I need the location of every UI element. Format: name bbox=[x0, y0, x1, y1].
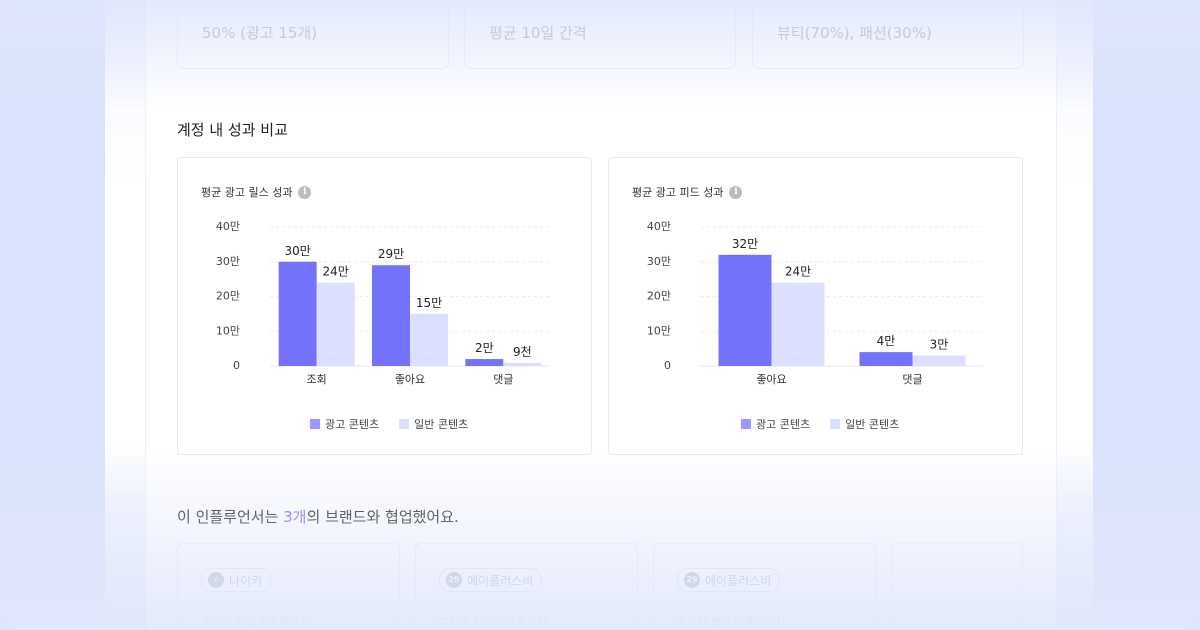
bar-ad bbox=[372, 265, 410, 366]
y-tick-label: 0 bbox=[233, 359, 240, 372]
legend-item-ad: 광고 콘텐츠 bbox=[741, 416, 810, 432]
bar-normal bbox=[410, 313, 448, 366]
brand-card-aplusb[interactable]: 29 에이플러스비 추천한 협업 인플루언서 bbox=[415, 543, 638, 630]
y-tick-label: 20만 bbox=[216, 290, 240, 303]
brand-chip[interactable]: ✓ 나이키 bbox=[201, 568, 272, 592]
chart-title: 평균 광고 릴스 성과 i bbox=[201, 184, 312, 200]
aplusb-logo-icon: 29 bbox=[684, 572, 700, 588]
data-label: 30만 bbox=[285, 244, 311, 258]
brand-card-aplusb-2[interactable]: 29 에이플러스비 추천한 협업 인플루언서 bbox=[653, 543, 876, 630]
y-tick-label: 40만 bbox=[647, 220, 671, 233]
bar-ad bbox=[465, 359, 504, 366]
chart-legend: 광고 콘텐츠 일반 콘텐츠 bbox=[741, 416, 899, 432]
legend-swatch-ad bbox=[741, 419, 751, 429]
x-tick-label: 조회 bbox=[307, 373, 327, 386]
right-backdrop bbox=[1093, 0, 1200, 630]
aplusb-logo-icon: 29 bbox=[446, 572, 462, 588]
y-tick-label: 40만 bbox=[216, 220, 240, 233]
x-tick-label: 좋아요 bbox=[395, 373, 425, 386]
data-label: 15만 bbox=[416, 296, 442, 310]
collab-count: 3개 bbox=[283, 508, 307, 526]
legend-swatch-normal bbox=[399, 419, 410, 429]
brand-subtext: 추천한 협업 인플루언서 bbox=[201, 616, 310, 629]
x-tick-label: 좋아요 bbox=[756, 373, 786, 386]
brand-card-nike[interactable]: ✓ 나이키 추천한 협업 인플루언서 bbox=[177, 543, 400, 630]
bar-ad bbox=[278, 261, 317, 366]
legend-item-normal: 일반 콘텐츠 bbox=[399, 416, 468, 432]
bar-normal bbox=[912, 355, 966, 366]
legend-swatch-normal bbox=[830, 419, 841, 429]
collab-prefix: 이 인플루언서는 bbox=[177, 508, 284, 526]
data-label: 24만 bbox=[785, 265, 811, 279]
data-label: 24만 bbox=[323, 265, 349, 279]
bar-normal bbox=[771, 282, 825, 366]
brand-subtext: 추천한 협업 인플루언서 bbox=[439, 616, 548, 629]
legend-label: 광고 콘텐츠 bbox=[325, 418, 380, 431]
legend-label: 광고 콘텐츠 bbox=[756, 418, 811, 431]
collab-suffix: 의 브랜드와 협업했어요. bbox=[306, 508, 459, 526]
chart-title: 평균 광고 피드 성과 i bbox=[632, 184, 743, 200]
stat-card-ad-interval: 평균 10일 간격 bbox=[464, 0, 736, 69]
legend-item-normal: 일반 콘텐츠 bbox=[830, 416, 899, 432]
x-tick-label: 댓글 bbox=[493, 373, 513, 386]
chart-title-text: 평균 광고 릴스 성과 bbox=[201, 186, 293, 199]
brand-chip[interactable]: 29 에이플러스비 bbox=[677, 568, 781, 592]
brand-chip[interactable]: 29 에이플러스비 bbox=[439, 568, 543, 592]
legend-label: 일반 콘텐츠 bbox=[845, 418, 900, 431]
data-label: 9천 bbox=[513, 344, 532, 359]
brand-card-more[interactable] bbox=[891, 543, 1023, 630]
info-icon[interactable]: i bbox=[298, 185, 312, 199]
brand-name: 에이플러스비 bbox=[705, 573, 772, 588]
data-label: 2만 bbox=[475, 341, 494, 355]
bar-normal bbox=[503, 362, 542, 366]
nike-swoosh-icon: ✓ bbox=[208, 572, 224, 588]
y-tick-label: 30만 bbox=[216, 255, 240, 268]
legend-swatch-ad bbox=[310, 419, 320, 429]
brand-name: 에이플러스비 bbox=[467, 573, 534, 588]
data-label: 3만 bbox=[930, 338, 949, 352]
legend-label: 일반 콘텐츠 bbox=[414, 418, 469, 431]
section-title: 계정 내 성과 비교 bbox=[177, 121, 288, 139]
bar-normal bbox=[316, 282, 355, 366]
x-tick-label: 댓글 bbox=[902, 373, 922, 386]
stat-card-ad-ratio: 50% (광고 15개) bbox=[177, 0, 449, 69]
info-icon[interactable]: i bbox=[729, 185, 743, 199]
stat-card-category: 뷰티(70%), 패션(30%) bbox=[752, 0, 1024, 69]
stat-value: 평균 10일 간격 bbox=[489, 24, 587, 42]
stat-value: 50% (광고 15개) bbox=[202, 24, 318, 42]
y-tick-label: 10만 bbox=[647, 324, 671, 337]
data-label: 29만 bbox=[378, 247, 404, 261]
bar-ad bbox=[718, 254, 772, 366]
chart-title-text: 평균 광고 피드 성과 bbox=[632, 186, 724, 199]
left-backdrop bbox=[0, 0, 105, 630]
legend-item-ad: 광고 콘텐츠 bbox=[310, 416, 379, 432]
brand-name: 나이키 bbox=[229, 573, 263, 588]
chart-legend: 광고 콘텐츠 일반 콘텐츠 bbox=[310, 416, 468, 432]
y-tick-label: 0 bbox=[664, 359, 671, 372]
data-label: 4만 bbox=[877, 334, 896, 348]
y-tick-label: 20만 bbox=[647, 290, 671, 303]
y-tick-label: 30만 bbox=[647, 255, 671, 268]
data-label: 32만 bbox=[732, 237, 758, 251]
bar-ad bbox=[859, 352, 913, 366]
brand-subtext: 추천한 협업 인플루언서 bbox=[677, 616, 786, 629]
collab-title: 이 인플루언서는 3개의 브랜드와 협업했어요. bbox=[177, 506, 459, 527]
y-tick-label: 10만 bbox=[216, 324, 240, 337]
stat-value: 뷰티(70%), 패션(30%) bbox=[777, 24, 932, 42]
